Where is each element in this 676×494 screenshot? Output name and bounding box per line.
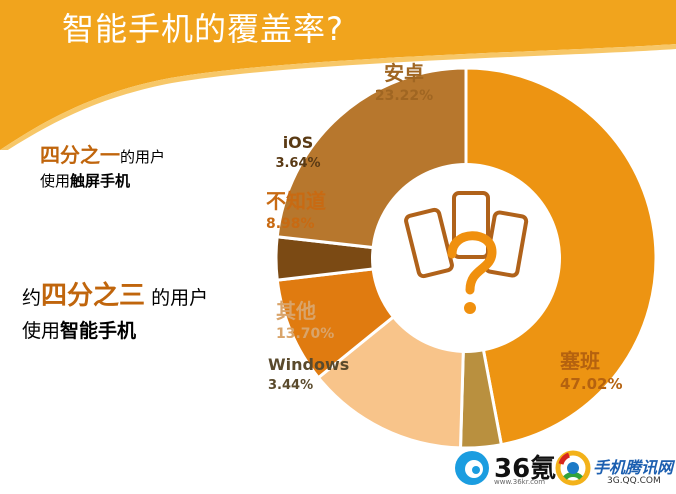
qq-mobile-logo: 手机腾讯网 3G.QQ.COM [555,448,673,492]
slice-label-3: 其他 [276,299,316,323]
36kr-logo: 36氪 www.36kr.com [452,448,556,492]
qq-bell-icon [555,450,591,486]
slice-value-4: 8.98% [266,216,315,232]
slice-value-5: 3.64% [275,156,320,171]
slice-label-2: Windows [268,355,349,374]
slice-label-1: 塞班 [560,349,600,373]
title-banner [0,0,676,150]
touchscreen-note: 四分之一的用户 使用触屏手机 [40,143,166,190]
three-quarters-highlight: 四分之三 [41,281,146,311]
slice-label-6: 安卓 [384,61,424,85]
slice-value-2: 3.44% [268,378,313,393]
smartphone-note: 约四分之三 的用户 使用智能手机 [22,281,209,342]
phones-question-icon [404,191,529,314]
page-title: 智能手机的覆盖率? [62,10,344,48]
slice-label-4: 不知道 [266,189,326,213]
slice-value-3: 13.70% [276,326,334,342]
quarter-highlight: 四分之一 [40,143,120,167]
slice-value-6: 23.22% [375,88,433,104]
slice-1 [464,66,658,447]
36kr-logo-icon [455,451,489,485]
slice-value-1: 47.02% [560,375,622,393]
slice-label-5: iOS [283,133,314,152]
